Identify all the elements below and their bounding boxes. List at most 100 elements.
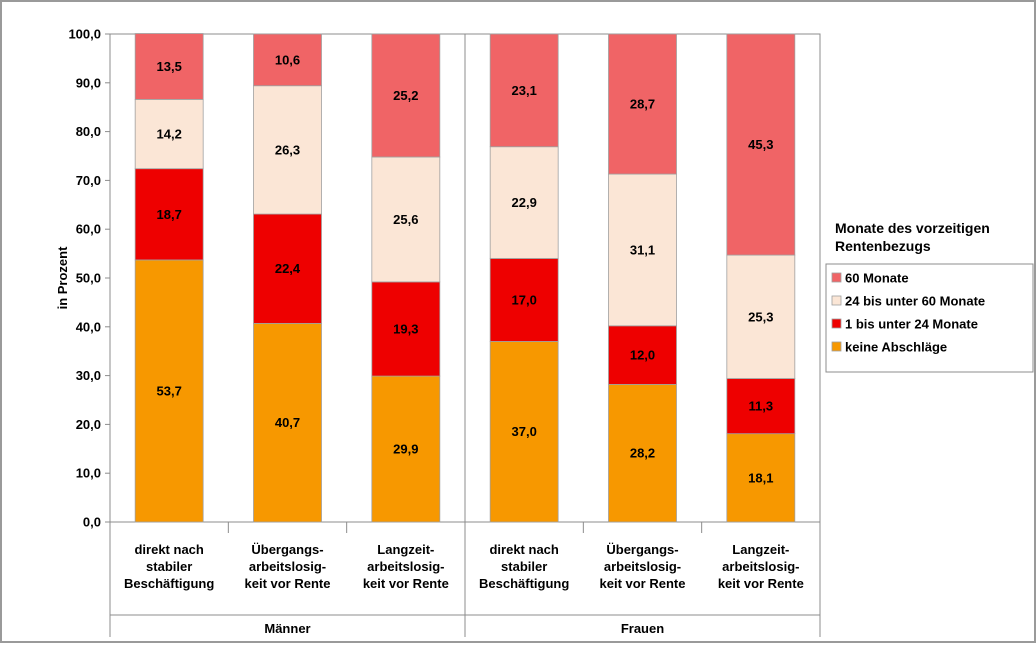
data-label: 31,1 bbox=[630, 242, 655, 257]
y-tick-label: 50,0 bbox=[76, 271, 101, 286]
category-label: Übergangs-arbeitslosig-keit vor Rente bbox=[245, 542, 331, 591]
category-label-line: Langzeit- bbox=[732, 542, 789, 557]
data-label: 26,3 bbox=[275, 142, 300, 157]
data-label: 45,3 bbox=[748, 137, 773, 152]
data-label: 40,7 bbox=[275, 415, 300, 430]
data-label: 23,1 bbox=[512, 83, 537, 98]
data-label: 18,1 bbox=[748, 470, 773, 485]
legend-label: 24 bis unter 60 Monate bbox=[845, 294, 985, 309]
category-label-line: direkt nach bbox=[134, 542, 203, 557]
data-label: 13,5 bbox=[157, 59, 182, 74]
category-label-line: Langzeit- bbox=[377, 542, 434, 557]
bar-segment bbox=[489, 146, 559, 259]
bar-segment bbox=[608, 173, 677, 327]
data-label: 28,2 bbox=[630, 446, 655, 461]
bar-segment bbox=[371, 281, 441, 377]
y-tick-label: 70,0 bbox=[76, 173, 101, 188]
category-label: Langzeit-arbeitslosig-keit vor Rente bbox=[363, 542, 449, 591]
data-label: 28,7 bbox=[630, 97, 655, 112]
category-label-line: stabiler bbox=[501, 559, 547, 574]
data-label: 37,0 bbox=[512, 424, 537, 439]
data-label: 25,2 bbox=[393, 88, 418, 103]
data-label: 19,3 bbox=[393, 321, 418, 336]
data-label: 29,9 bbox=[393, 442, 418, 457]
category-label-line: Beschäftigung bbox=[124, 576, 214, 591]
category-label-line: keit vor Rente bbox=[718, 576, 804, 591]
legend-label: 60 Monate bbox=[845, 271, 909, 286]
data-label: 22,9 bbox=[512, 195, 537, 210]
bar-segment bbox=[489, 341, 559, 523]
y-tick-label: 100,0 bbox=[68, 27, 101, 42]
bar-segment bbox=[253, 322, 322, 523]
category-label-line: keit vor Rente bbox=[245, 576, 331, 591]
category-label-line: direkt nach bbox=[489, 542, 558, 557]
bar-segment bbox=[253, 85, 322, 215]
bar-segment bbox=[489, 258, 559, 342]
data-label: 25,3 bbox=[748, 309, 773, 324]
y-tick-label: 80,0 bbox=[76, 124, 101, 139]
category-label-line: Übergangs- bbox=[606, 542, 678, 557]
bar-segment bbox=[371, 33, 441, 158]
legend-swatch bbox=[831, 295, 842, 306]
category-axis: direkt nach stabiler Beschäftigung Übergang… bbox=[109, 522, 821, 637]
data-label: 17,0 bbox=[512, 292, 537, 307]
category-label: Langzeit-arbeitslosig-keit vor Rente bbox=[718, 542, 804, 591]
data-label: 14,2 bbox=[157, 127, 182, 142]
legend-title: Monate des vorzeitigen bbox=[835, 220, 990, 236]
bar-segment bbox=[726, 433, 796, 523]
category-label-line: arbeitslosig- bbox=[367, 559, 444, 574]
legend: Monate des vorzeitigen Rentenbezugs 60 Mon… bbox=[825, 220, 1034, 373]
bar-segment bbox=[134, 98, 204, 170]
category-label-line: keit vor Rente bbox=[363, 576, 449, 591]
y-tick-label: 20,0 bbox=[76, 417, 101, 432]
category-label-line: Übergangs- bbox=[251, 542, 323, 557]
data-label: 10,6 bbox=[275, 52, 300, 67]
bar-segment bbox=[489, 33, 559, 148]
data-label: 53,7 bbox=[157, 383, 182, 398]
bar-segment bbox=[608, 33, 677, 175]
bar-segment bbox=[134, 168, 204, 261]
bar-segment bbox=[726, 33, 796, 256]
y-tick-label: 40,0 bbox=[76, 319, 101, 334]
y-tick-label: 90,0 bbox=[76, 75, 101, 90]
y-tick-label: 60,0 bbox=[76, 222, 101, 237]
bar-segment bbox=[134, 259, 204, 523]
category-label-line: keit vor Rente bbox=[600, 576, 686, 591]
bar-segment bbox=[608, 383, 677, 523]
group-label: Frauen bbox=[621, 621, 664, 636]
category-label: direkt nach stabiler Beschäftigung bbox=[124, 542, 214, 591]
category-label-line: arbeitslosig- bbox=[604, 559, 681, 574]
bar-segment bbox=[608, 325, 677, 385]
bar-segment bbox=[371, 156, 441, 283]
legend-swatch bbox=[831, 318, 842, 329]
bar-segment bbox=[253, 33, 322, 87]
group-label: Männer bbox=[264, 621, 310, 636]
category-label-line: arbeitslosig- bbox=[249, 559, 326, 574]
legend-label: 1 bis unter 24 Monate bbox=[845, 317, 978, 332]
y-tick-label: 30,0 bbox=[76, 368, 101, 383]
bar-segment bbox=[371, 375, 441, 523]
y-tick-label: 10,0 bbox=[76, 466, 101, 481]
bars: 53,7 18,7 14,2 13,5 40,7 22,4 26,3 10,6 29,9 19,3… bbox=[134, 33, 796, 523]
category-label: Übergangs-arbeitslosig-keit vor Rente bbox=[600, 542, 686, 591]
data-label: 12,0 bbox=[630, 348, 655, 363]
bar-segment bbox=[134, 33, 204, 100]
category-label-line: arbeitslosig- bbox=[722, 559, 799, 574]
legend-box bbox=[825, 263, 1034, 373]
legend-swatch bbox=[831, 341, 842, 352]
category-label: direkt nach stabiler Beschäftigung bbox=[479, 542, 569, 591]
y-axis-title: in Prozent bbox=[55, 246, 70, 310]
data-label: 25,6 bbox=[393, 212, 418, 227]
data-label: 18,7 bbox=[157, 207, 182, 222]
data-label: 11,3 bbox=[749, 399, 774, 414]
data-label: 22,4 bbox=[275, 261, 301, 276]
category-label-line: stabiler bbox=[146, 559, 192, 574]
legend-swatch bbox=[831, 272, 842, 283]
legend-title: Rentenbezugs bbox=[835, 238, 931, 254]
legend-label: keine Abschläge bbox=[845, 340, 947, 355]
category-label-line: Beschäftigung bbox=[479, 576, 569, 591]
y-tick-label: 0,0 bbox=[83, 515, 101, 530]
bar-segment bbox=[253, 213, 322, 324]
